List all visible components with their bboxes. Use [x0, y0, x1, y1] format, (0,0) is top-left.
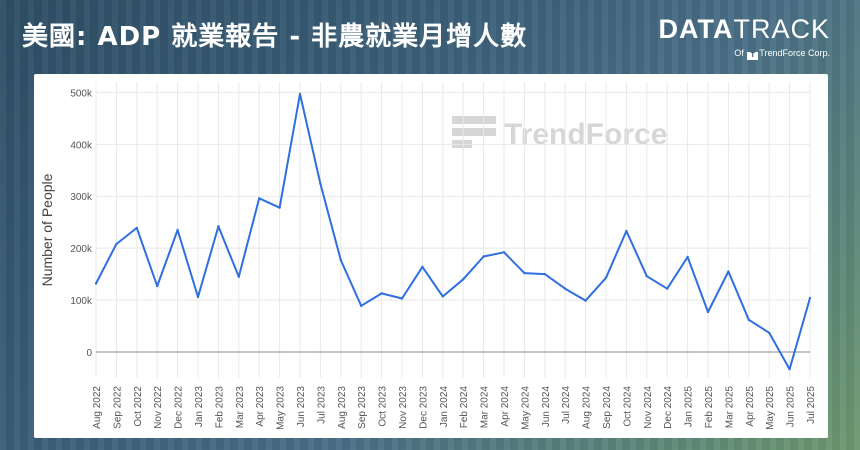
- y-tick-label: 200k: [70, 244, 93, 255]
- x-tick-label: Jul 2023: [316, 386, 327, 424]
- series-group: [94, 92, 812, 371]
- x-tick-label: Jan 2023: [194, 386, 205, 428]
- data-point: [237, 275, 240, 278]
- data-point: [339, 258, 342, 262]
- data-point: [543, 272, 546, 276]
- x-tick-label: Jul 2025: [806, 386, 817, 424]
- brand-logo: DATATRACK Of T TrendForce Corp.: [659, 14, 831, 60]
- x-tick-label: Sep 2023: [357, 386, 368, 429]
- x-tick-label: Aug 2024: [582, 386, 593, 429]
- data-point: [258, 197, 261, 200]
- x-tick-label: May 2024: [520, 386, 531, 430]
- x-tick-label: Mar 2025: [724, 386, 735, 429]
- y-tick-label: 300k: [70, 192, 93, 203]
- data-point: [706, 310, 710, 314]
- brand-subtitle: Of T TrendForce Corp.: [659, 48, 830, 60]
- brand-wordmark-light: TRACK: [733, 14, 830, 44]
- x-tick-label: May 2025: [765, 386, 776, 430]
- x-tick-label: Jun 2025: [786, 386, 797, 428]
- x-tick-label: Apr 2024: [500, 386, 511, 427]
- x-tick-label: Nov 2023: [398, 386, 409, 429]
- data-point: [564, 287, 567, 290]
- x-tick-label: Oct 2022: [133, 386, 144, 427]
- y-tick-label: 0: [86, 348, 92, 359]
- y-axis-ticks: 0 100k 200k 300k 400k 500k: [70, 88, 93, 359]
- x-tick-label: Jan 2024: [439, 386, 450, 428]
- x-tick-label: Oct 2023: [378, 386, 389, 427]
- x-tick-label: Aug 2023: [337, 386, 348, 429]
- data-point: [421, 265, 424, 269]
- data-point: [584, 299, 587, 302]
- x-tick-label: Feb 2025: [704, 386, 715, 429]
- brand-wordmark: DATATRACK: [659, 14, 831, 44]
- x-tick-label: Feb 2024: [459, 386, 470, 429]
- x-tick-label: Mar 2023: [235, 386, 246, 429]
- watermark-logo-bar-mid: [452, 128, 496, 136]
- watermark: TrendForce: [452, 116, 667, 151]
- chart-panel: TrendForce 0 100k 200k 300k 400k 500k Aug 202…: [34, 74, 828, 438]
- data-point: [502, 251, 506, 254]
- data-point: [196, 295, 200, 299]
- data-point: [115, 242, 118, 246]
- y-tick-label: 400k: [70, 140, 93, 151]
- data-point: [747, 318, 750, 322]
- watermark-logo-bar-top: [452, 116, 496, 124]
- y-axis-label: Number of People: [39, 173, 55, 286]
- x-tick-label: Apr 2025: [745, 386, 756, 427]
- brand-mark-icon: T: [747, 52, 759, 60]
- data-point: [625, 229, 628, 233]
- data-point: [604, 276, 608, 279]
- x-tick-label: Sep 2022: [112, 386, 123, 429]
- data-point: [135, 226, 138, 230]
- data-point: [217, 225, 220, 228]
- x-tick-label: Sep 2024: [602, 386, 613, 429]
- x-tick-label: Nov 2024: [643, 386, 654, 429]
- x-tick-label: Jun 2023: [296, 386, 307, 428]
- data-point: [768, 331, 771, 335]
- series-line: [95, 92, 811, 371]
- data-point: [523, 271, 526, 275]
- x-tick-label: Oct 2024: [622, 386, 633, 427]
- x-tick-label: Apr 2023: [255, 386, 266, 427]
- data-point: [666, 287, 669, 290]
- grid: [95, 82, 811, 378]
- brand-sub-name: TrendForce Corp.: [759, 48, 830, 58]
- brand-wordmark-bold: DATA: [658, 14, 734, 44]
- data-point: [156, 284, 159, 288]
- x-tick-label: Mar 2024: [480, 386, 491, 429]
- data-point: [727, 270, 730, 273]
- data-point: [176, 228, 179, 232]
- data-point: [380, 292, 383, 295]
- x-tick-label: Feb 2023: [214, 386, 225, 429]
- data-point: [319, 182, 322, 185]
- brand-sub-prefix: Of: [734, 48, 744, 58]
- page-title: 美國: ADP 就業報告 - 非農就業月增人數: [22, 22, 528, 52]
- data-point: [360, 304, 363, 308]
- x-tick-label: Nov 2022: [153, 386, 164, 429]
- data-point: [462, 278, 465, 281]
- x-axis-ticks: Aug 2022 Sep 2022 Oct 2022 Nov 2022 Dec 2022…: [92, 386, 817, 430]
- data-point: [645, 275, 648, 278]
- x-tick-label: Jan 2025: [684, 386, 695, 428]
- data-point: [788, 367, 791, 371]
- x-tick-label: Aug 2022: [92, 386, 103, 429]
- data-point: [278, 206, 281, 209]
- data-point: [400, 297, 404, 300]
- data-point: [298, 92, 302, 96]
- x-tick-label: Dec 2022: [174, 386, 185, 429]
- x-tick-label: Dec 2023: [418, 386, 429, 429]
- x-tick-label: May 2023: [276, 386, 287, 430]
- x-tick-label: Dec 2024: [663, 386, 674, 429]
- data-point: [808, 296, 812, 300]
- data-point: [94, 282, 98, 285]
- data-point: [482, 255, 485, 258]
- x-tick-label: Jun 2024: [541, 386, 552, 428]
- y-tick-label: 100k: [70, 296, 93, 307]
- y-tick-label: 500k: [70, 88, 93, 99]
- line-chart: TrendForce 0 100k 200k 300k 400k 500k Aug 202…: [39, 82, 817, 430]
- data-point: [441, 295, 444, 298]
- x-tick-label: Jul 2024: [561, 386, 572, 424]
- data-point: [686, 255, 689, 259]
